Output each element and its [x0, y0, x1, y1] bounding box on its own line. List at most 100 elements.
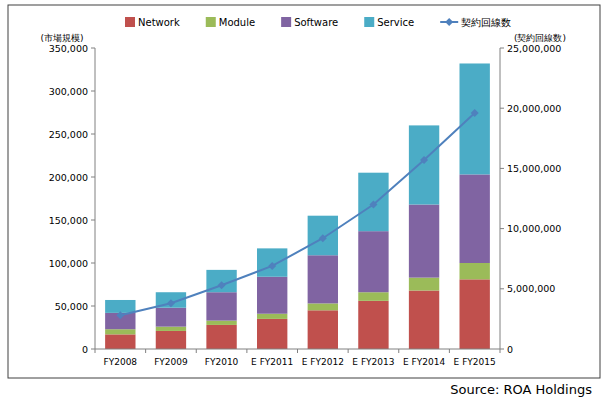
line-marker	[268, 262, 276, 270]
y-tick	[91, 220, 95, 221]
y2-tick	[500, 108, 504, 109]
x-tick	[196, 349, 197, 353]
bar	[206, 325, 236, 349]
bar	[460, 279, 490, 349]
bar	[460, 63, 490, 174]
chart-frame	[8, 5, 600, 378]
line-marker	[319, 234, 327, 242]
y-tick-label: 0	[82, 344, 88, 355]
line-marker	[369, 201, 377, 209]
bar	[105, 334, 135, 349]
legend-swatch	[445, 18, 453, 26]
x-tick-label: E FY2014	[403, 357, 445, 367]
line-marker	[116, 311, 124, 319]
bar	[156, 327, 186, 331]
x-tick	[500, 349, 501, 353]
y2-axis	[500, 48, 501, 349]
line-marker	[167, 299, 175, 307]
y2-tick	[500, 48, 504, 49]
y-tick-label: 300,000	[49, 86, 88, 97]
y-tick-label: 200,000	[49, 172, 88, 183]
chart: 050,000100,000150,000200,000250,000300,0…	[0, 0, 610, 400]
line	[120, 113, 474, 315]
legend-swatch	[281, 17, 291, 27]
legend-label: 契約回線数	[461, 17, 511, 28]
bar	[358, 301, 388, 349]
x-tick	[449, 349, 450, 353]
y-tick	[91, 177, 95, 178]
bar	[409, 205, 439, 278]
legend-item: Software	[281, 17, 338, 28]
plot-marks	[105, 63, 490, 349]
y-tick	[91, 306, 95, 307]
y-tick	[91, 91, 95, 92]
bar	[308, 255, 338, 303]
x-tick	[145, 349, 146, 353]
y2-tick	[500, 228, 504, 229]
bar	[460, 174, 490, 263]
line-marker	[218, 281, 226, 289]
bar	[105, 329, 135, 334]
legend-label: Network	[138, 17, 180, 28]
bar	[257, 277, 287, 314]
bar	[308, 303, 338, 310]
bar	[358, 173, 388, 231]
bar	[308, 216, 338, 256]
line-marker	[420, 156, 428, 164]
bar	[308, 310, 338, 349]
y2-tick-label: 15,000,000	[507, 163, 561, 174]
x-tick	[398, 349, 399, 353]
x-tick-label: FY2009	[154, 357, 188, 367]
y2-tick-label: 20,000,000	[507, 103, 561, 114]
x-tick-label: E FY2011	[251, 357, 293, 367]
x-tick	[95, 349, 96, 353]
y-tick	[91, 263, 95, 264]
y2-tick-label: 5,000,000	[507, 283, 555, 294]
y2-axis-title: (契約回線数)	[514, 33, 566, 43]
bar	[206, 292, 236, 320]
x-tick-label: E FY2012	[302, 357, 344, 367]
y-tick	[91, 134, 95, 135]
y-tick-label: 100,000	[49, 258, 88, 269]
bar	[105, 300, 135, 313]
x-tick	[348, 349, 349, 353]
legend-label: Software	[294, 17, 338, 28]
y-tick	[91, 349, 95, 350]
bar	[257, 314, 287, 319]
legend-label: Module	[219, 17, 255, 28]
bar	[206, 321, 236, 325]
y2-tick-label: 25,000,000	[507, 43, 561, 54]
bar	[358, 231, 388, 292]
legend-swatch	[364, 17, 374, 27]
legend-item: Service	[364, 17, 414, 28]
y2-tick-label: 0	[507, 344, 513, 355]
x-tick-label: FY2008	[104, 357, 138, 367]
y-tick-label: 350,000	[49, 43, 88, 54]
bar	[409, 291, 439, 349]
y-tick-label: 50,000	[55, 301, 88, 312]
legend-item: Module	[206, 17, 255, 28]
y2-tick	[500, 168, 504, 169]
bar	[257, 248, 287, 276]
legend-swatch	[125, 17, 135, 27]
bar	[156, 308, 186, 327]
legend-item: 契約回線数	[440, 17, 511, 28]
line-marker	[471, 109, 479, 117]
y-tick	[91, 48, 95, 49]
y-tick-label: 250,000	[49, 129, 88, 140]
x-tick-label: E FY2013	[352, 357, 394, 367]
y-axis	[95, 48, 96, 349]
legend-item: Network	[125, 17, 180, 28]
source: Source: ROA Holdings	[450, 382, 592, 397]
x-tick	[246, 349, 247, 353]
bar	[409, 125, 439, 204]
y-axis-title: (市場規模)	[40, 33, 83, 43]
legend-swatch	[206, 17, 216, 27]
bar	[409, 278, 439, 291]
bar	[358, 292, 388, 301]
y2-tick-label: 10,000,000	[507, 223, 561, 234]
x-tick	[297, 349, 298, 353]
bar	[257, 319, 287, 349]
x-tick-label: FY2010	[205, 357, 239, 367]
legend-label: Service	[377, 17, 414, 28]
